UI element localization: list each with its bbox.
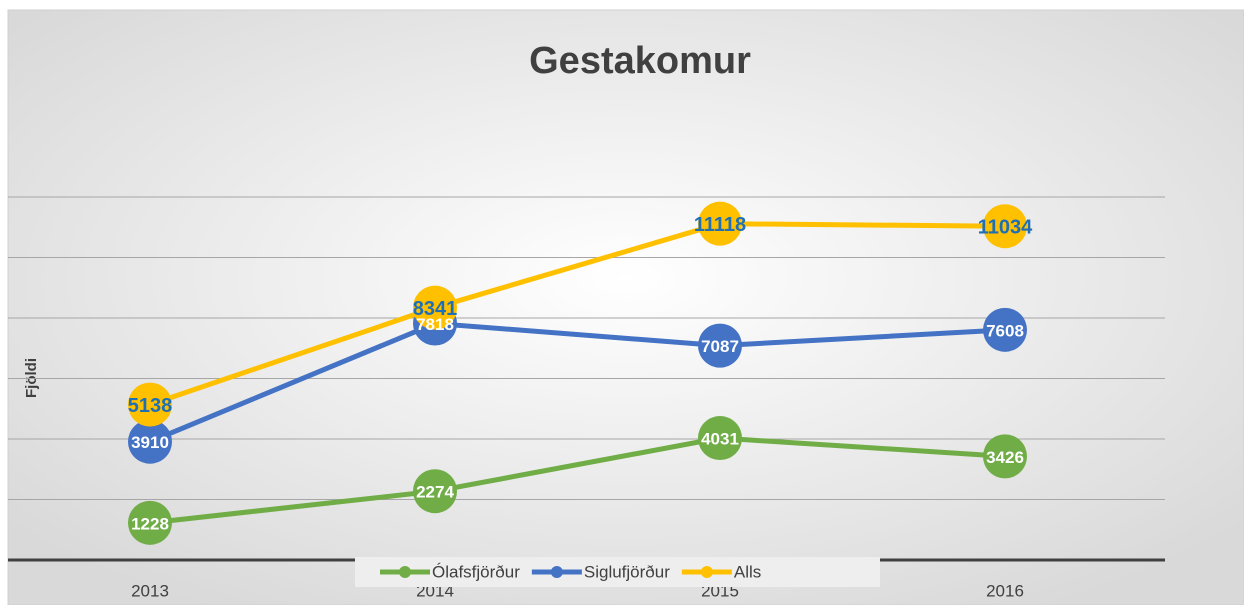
data-point	[698, 201, 742, 246]
legend-marker	[550, 566, 563, 578]
data-point	[983, 307, 1027, 352]
data-point	[983, 204, 1027, 249]
data-point	[698, 416, 742, 461]
series-line	[149, 221, 1006, 407]
data-point	[983, 434, 1027, 479]
legend-marker	[399, 566, 411, 578]
data-label: 5138	[128, 395, 173, 417]
legend-marker	[700, 566, 713, 578]
x-tick-label: 2016	[986, 581, 1024, 600]
data-label: 2274	[416, 483, 454, 502]
data-label: 11034	[978, 217, 1033, 239]
data-point	[128, 382, 172, 427]
data-label: 4031	[701, 430, 739, 449]
data-label: 7087	[701, 337, 739, 356]
legend-label: Siglufjörður	[584, 562, 670, 581]
series-line	[149, 320, 1006, 445]
legend-background	[355, 557, 880, 587]
data-label: 8341	[413, 298, 458, 320]
chart-title: Gestakomur	[529, 40, 751, 82]
data-point	[413, 469, 457, 514]
data-label: 1228	[131, 514, 169, 533]
legend-label: Alls	[734, 562, 761, 581]
data-label: 7818	[416, 315, 454, 334]
x-tick-label: 2013	[131, 581, 169, 600]
data-label: 7608	[986, 321, 1024, 340]
data-point	[413, 285, 457, 330]
series-line	[149, 435, 1006, 526]
chart-area	[7, 9, 1244, 606]
legend-label: Ólafsfjörður	[432, 562, 520, 581]
data-point	[128, 500, 172, 545]
data-label: 11118	[694, 214, 746, 236]
data-label: 3910	[131, 433, 169, 452]
data-point	[698, 323, 742, 368]
data-label: 3426	[986, 448, 1024, 467]
data-point	[128, 419, 172, 464]
